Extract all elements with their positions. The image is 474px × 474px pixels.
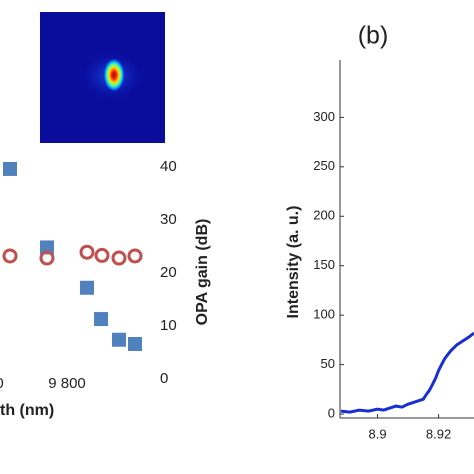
y2-tick-label: 0 <box>160 370 168 387</box>
panel-title: (b) <box>358 22 389 50</box>
square-marker <box>80 280 95 295</box>
x-tick-label: 8.92 <box>426 426 451 441</box>
x-tick-label: 8.9 <box>369 426 387 441</box>
y-axis-label: Intensity (a. u.) <box>285 206 302 319</box>
y2-tick-label: 10 <box>160 317 177 334</box>
y2-tick-label: 30 <box>160 211 177 228</box>
y-tick-label: 200 <box>313 208 335 223</box>
square-marker <box>3 161 18 176</box>
square-marker <box>94 312 109 327</box>
square-marker <box>39 240 54 255</box>
y-tick-label: 250 <box>313 158 335 173</box>
y2-tick-label: 40 <box>160 158 177 175</box>
x-tick-label: 8 800 <box>0 375 4 392</box>
x-axis-label: th (nm) <box>0 402 54 419</box>
square-marker <box>127 336 142 351</box>
circle-marker <box>39 250 55 266</box>
y-tick-label: 100 <box>313 307 335 322</box>
square-marker <box>111 332 126 347</box>
x-tick-label: 9 800 <box>48 375 86 392</box>
inset-image <box>40 12 165 143</box>
y-tick-label: 300 <box>313 109 335 124</box>
y-tick-label: 0 <box>328 405 335 420</box>
y-tick-label: 50 <box>321 356 335 371</box>
circle-marker <box>127 248 143 264</box>
y2-tick-label: 20 <box>160 264 177 281</box>
y-tick-label: 150 <box>313 257 335 272</box>
circle-marker <box>79 244 95 260</box>
spectrum-line <box>340 331 474 414</box>
y2-axis-label: OPA gain (dB) <box>194 219 211 326</box>
circle-marker <box>111 250 127 266</box>
circle-marker <box>2 248 18 264</box>
circle-marker <box>94 247 110 263</box>
